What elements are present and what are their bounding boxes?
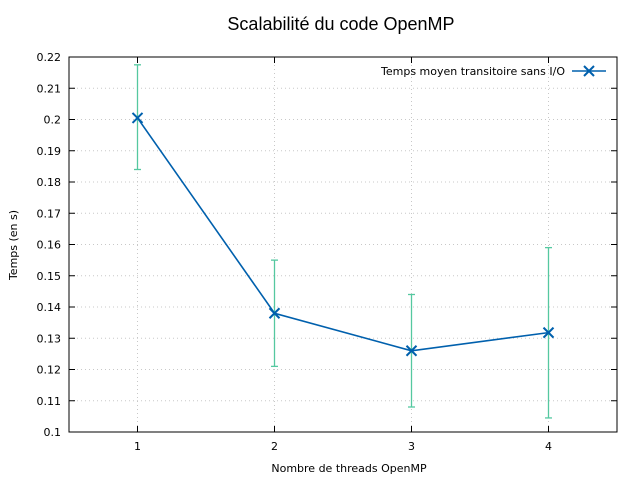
y-axis-label: Temps (en s) xyxy=(7,210,20,281)
y-tick-label: 0.16 xyxy=(37,239,62,252)
y-tick-label: 0.17 xyxy=(37,207,62,220)
chart-title: Scalabilité du code OpenMP xyxy=(227,14,454,34)
data-point xyxy=(542,326,555,339)
x-tick-label: 3 xyxy=(408,440,415,453)
series xyxy=(131,112,555,357)
y-tick-label: 0.2 xyxy=(44,114,62,127)
plot-frame xyxy=(68,56,618,433)
data-point xyxy=(405,345,418,357)
data-point xyxy=(131,112,144,124)
x-tick-label: 4 xyxy=(545,440,552,453)
legend-label: Temps moyen transitoire sans I/O xyxy=(380,65,565,78)
ticks: 0.1 0.11 0.12 0.13 0.14 0.15 0.16 0.17 0.18 0.19 0… xyxy=(37,51,617,453)
y-tick-label: 0.1 xyxy=(44,426,62,439)
grid xyxy=(69,57,617,432)
y-tick-label: 0.14 xyxy=(37,301,62,314)
y-tick-label: 0.12 xyxy=(37,364,62,377)
y-tick-label: 0.15 xyxy=(37,270,62,283)
y-tick-label: 0.18 xyxy=(37,176,62,189)
y-tick-label: 0.11 xyxy=(37,395,62,408)
y-tick-label: 0.21 xyxy=(37,82,62,95)
y-tick-label: 0.22 xyxy=(37,51,62,64)
legend-marker xyxy=(583,65,595,77)
x-axis-label: Nombre de threads OpenMP xyxy=(271,462,427,475)
series-line xyxy=(136,117,549,352)
x-tick-label: 1 xyxy=(134,440,141,453)
y-tick-label: 0.13 xyxy=(37,332,62,345)
y-tick-label: 0.19 xyxy=(37,145,62,158)
legend-x-icon xyxy=(583,65,595,77)
error-bars xyxy=(134,64,552,419)
x-tick-label: 2 xyxy=(271,440,278,453)
legend: Temps moyen transitoire sans I/O xyxy=(380,65,606,78)
data-point xyxy=(268,307,281,319)
